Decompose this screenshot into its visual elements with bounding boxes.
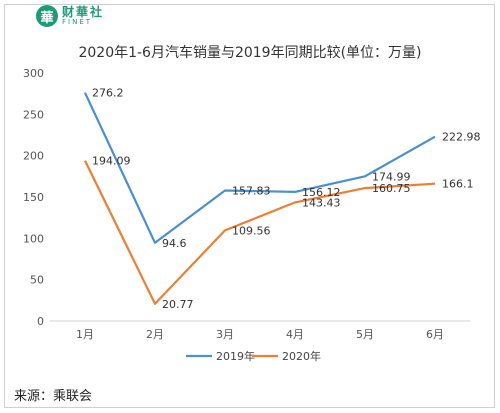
data-label: 94.6 [162,237,187,250]
data-label: 156.12 [302,186,341,199]
source-note: 来源：乘联会 [14,389,93,404]
x-tick-label: 2月 [146,328,164,341]
data-label: 20.77 [162,298,194,311]
chart-title: 2020年1-6月汽车销量与2019年同期比较(单位：万量) [78,45,422,61]
data-label: 194.09 [92,155,131,168]
logo-chinese-name: 财華社 [62,5,105,19]
y-tick-label: 100 [23,232,44,245]
y-tick-label: 300 [23,67,44,80]
data-label: 160.75 [372,182,411,195]
legend-label: 2019年 [216,349,255,363]
logo-english-name: FINET [62,18,93,26]
legend-label: 2020年 [282,349,321,363]
y-tick-label: 50 [30,274,44,287]
y-tick-label: 200 [23,150,44,163]
x-tick-label: 3月 [216,328,234,341]
series-line-2019 [84,92,436,244]
y-tick-label: 250 [23,108,44,121]
data-label: 143.43 [302,196,341,209]
data-label: 109.56 [232,224,271,237]
finet-logo-icon: 華 [36,5,58,27]
y-tick-label: 150 [23,191,44,204]
x-tick-label: 4月 [286,328,304,341]
data-label: 174.99 [372,170,411,183]
data-label: 276.2 [92,87,124,100]
y-tick-label: 0 [37,315,44,328]
data-label: 157.83 [232,185,271,198]
data-label: 166.1 [442,178,474,191]
finet-logo: 華 财華社 FINET [36,4,104,28]
chart-frame [4,4,495,408]
x-tick-label: 1月 [76,328,94,341]
data-label: 222.98 [442,131,481,144]
x-tick-label: 6月 [426,328,444,341]
series-line-2020 [84,160,436,305]
x-tick-label: 5月 [356,328,374,341]
